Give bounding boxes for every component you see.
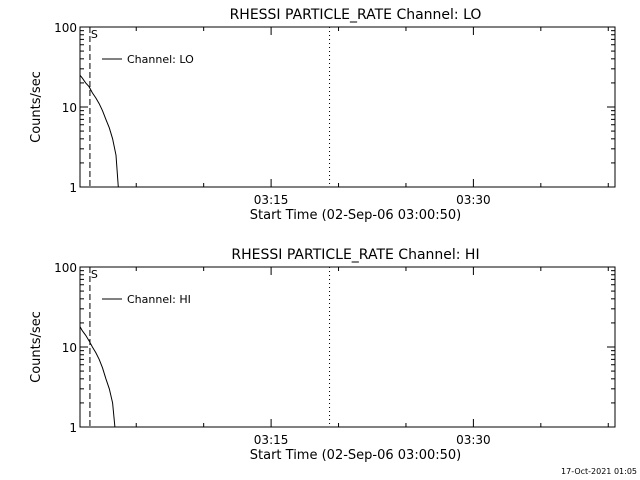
x-tick-label: 03:15 — [254, 193, 289, 207]
x-axis-label: Start Time (02-Sep-06 03:00:50) — [250, 448, 461, 463]
chart-title: RHESSI PARTICLE_RATE Channel: HI — [231, 247, 479, 263]
y-tick-label: 1 — [69, 181, 77, 195]
x-axis-label: Start Time (02-Sep-06 03:00:50) — [250, 208, 461, 223]
plot-timestamp: 17-Oct-2021 01:05 — [561, 467, 637, 476]
y-tick-label: 10 — [62, 101, 77, 115]
y-axis-label: Counts/sec — [29, 71, 44, 143]
plot-frame — [79, 266, 616, 428]
y-tick-label: 100 — [54, 21, 77, 35]
x-tick-label: 03:30 — [456, 193, 491, 207]
legend-label: Channel: HI — [127, 293, 191, 306]
y-tick-label: 1 — [69, 421, 77, 435]
y-tick-label: 100 — [54, 261, 77, 275]
legend-label: Channel: LO — [127, 53, 194, 66]
data-series-line — [79, 74, 119, 188]
x-tick-label: 03:15 — [254, 433, 289, 447]
chart-title: RHESSI PARTICLE_RATE Channel: LO — [230, 7, 482, 23]
hi-channel-panel: RHESSI PARTICLE_RATE Channel: HI 03:15 03:… — [29, 247, 616, 463]
event-marker-label: S — [91, 268, 98, 281]
lo-channel-panel: RHESSI PARTICLE_RATE Channel: LO 03:15 03:… — [29, 7, 616, 223]
data-series-line — [79, 326, 116, 428]
event-marker-label: S — [91, 28, 98, 41]
y-tick-label: 10 — [62, 341, 77, 355]
x-tick-label: 03:30 — [456, 433, 491, 447]
y-axis-label: Counts/sec — [29, 311, 44, 383]
plot-frame — [79, 26, 616, 188]
